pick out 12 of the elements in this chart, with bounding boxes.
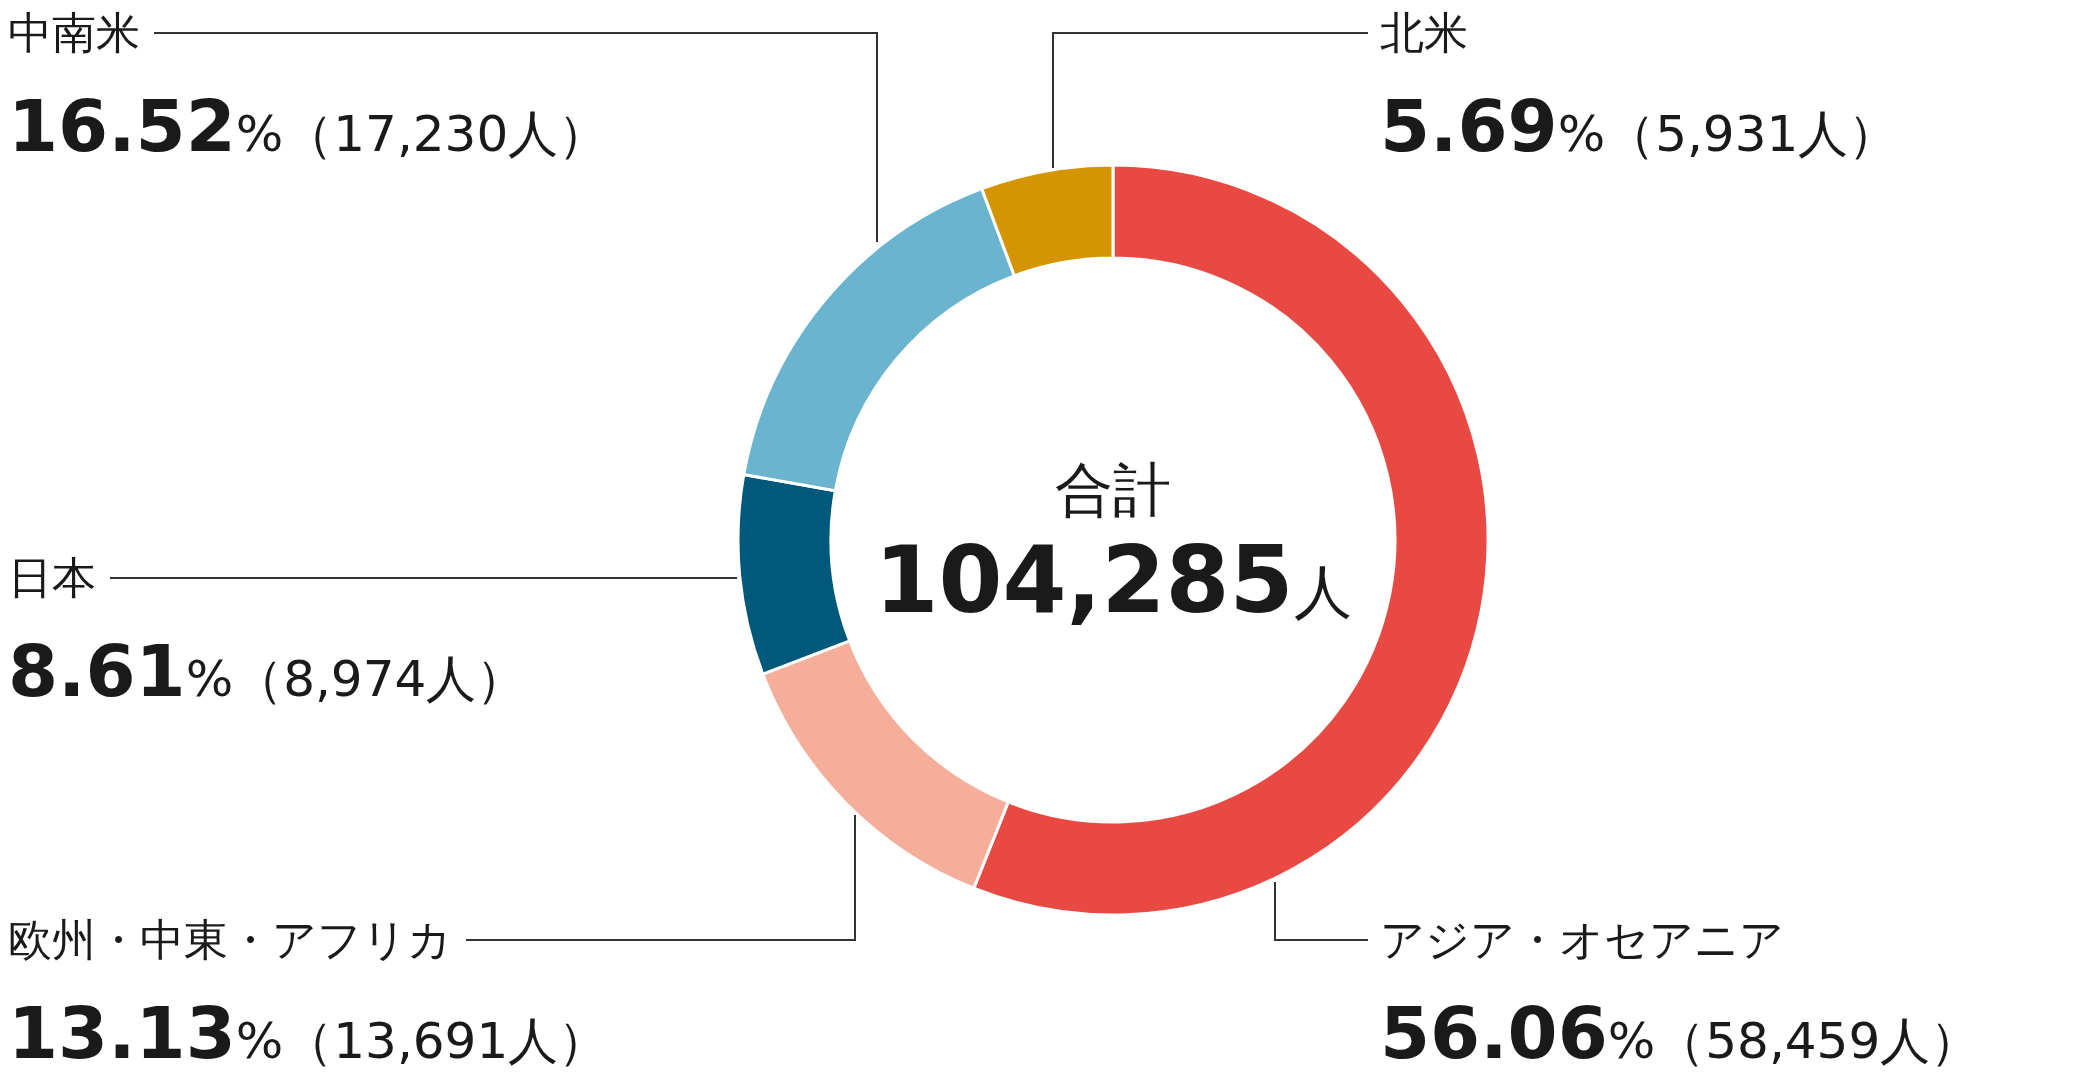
text: 104,285人 [874, 527, 1352, 634]
slice-label: 北米 [1380, 7, 1468, 58]
data-label: 13.13%（13,691人） [8, 991, 609, 1075]
data-label: 16.52%（17,230人） [8, 84, 609, 168]
slice-label: 中南米 [8, 7, 140, 58]
data-label: 5.69%（5,931人） [1380, 84, 1899, 168]
data-label: 8.61%（8,974人） [8, 629, 527, 713]
slice-label: アジア・オセアニア [1380, 914, 1784, 965]
slice-label: 日本 [8, 552, 96, 603]
data-label: 56.06%（58,459人） [1380, 991, 1981, 1075]
slice-label: 欧州・中東・アフリカ [8, 914, 452, 965]
text: 合計 [1055, 456, 1171, 524]
